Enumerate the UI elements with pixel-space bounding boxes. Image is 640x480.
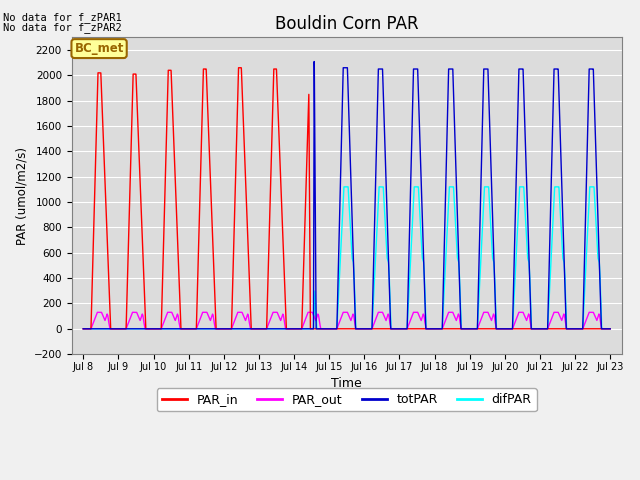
X-axis label: Time: Time [332,377,362,390]
Text: No data for f_zPAR1: No data for f_zPAR1 [3,12,122,23]
Legend: PAR_in, PAR_out, totPAR, difPAR: PAR_in, PAR_out, totPAR, difPAR [157,388,537,411]
Text: No data for f_zPAR2: No data for f_zPAR2 [3,22,122,33]
Y-axis label: PAR (umol/m2/s): PAR (umol/m2/s) [15,147,28,245]
Title: Bouldin Corn PAR: Bouldin Corn PAR [275,15,419,33]
Text: BC_met: BC_met [74,42,124,55]
